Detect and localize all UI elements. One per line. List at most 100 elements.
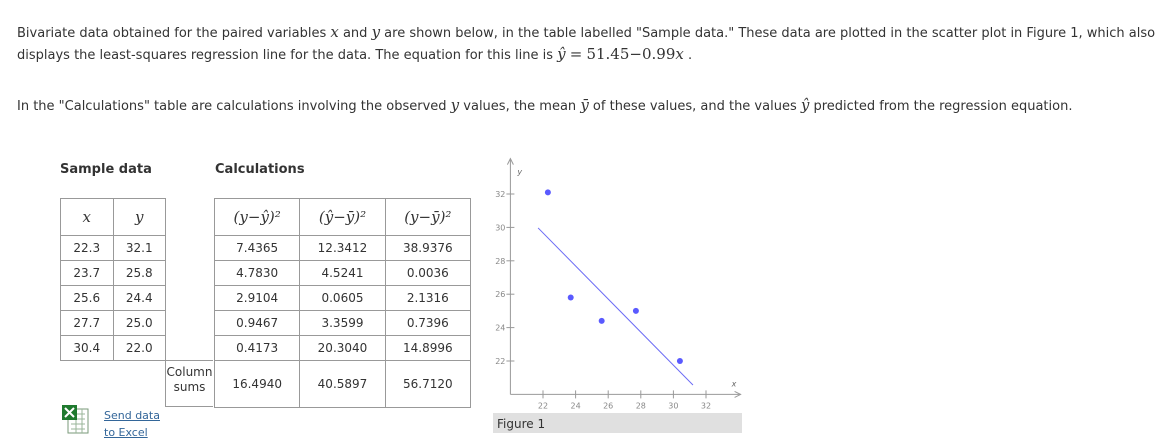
y-axis-label: y: [516, 168, 522, 177]
sum-cell: 40.5897: [299, 360, 386, 408]
math: y: [450, 96, 460, 114]
text: In the "Calculations" table are calculat…: [17, 99, 451, 114]
caption-bar: [493, 413, 742, 433]
data-point: [676, 358, 683, 364]
sums-row: 16.4940 40.5897 56.7120: [213, 360, 472, 408]
math: −: [629, 45, 642, 63]
cell: 7.4365: [213, 235, 301, 261]
math: x: [675, 45, 684, 63]
cell: 0.0036: [384, 260, 472, 286]
sum-cell: 56.7120: [384, 360, 472, 408]
row: 0.9467 3.3599 0.7396: [213, 310, 472, 336]
cell: 0.7396: [384, 310, 472, 336]
text: are shown below, in the table labelled "…: [17, 26, 1156, 63]
cell: 12.3412: [299, 235, 386, 261]
text: .: [683, 48, 693, 63]
math: 0.99: [641, 45, 676, 63]
cell: 2.1316: [384, 285, 472, 311]
y-tick-label: 30: [495, 223, 505, 232]
row: 25.6 24.4: [60, 285, 166, 311]
math: x: [330, 23, 339, 41]
row: 4.7830 4.5241 0.0036: [213, 260, 472, 286]
data-point: [567, 294, 574, 301]
cell: 30.4: [60, 335, 114, 361]
cell: 0.9467: [213, 310, 301, 336]
figure-caption: Figure 1: [497, 417, 545, 431]
cell: 25.8: [112, 260, 166, 286]
row: 27.7 25.0: [60, 310, 166, 336]
calc-table: (y−ŷ)² (ŷ−ȳ)² (y−ȳ)² 7.4365 12.3412 38.9376 4.…: [213, 198, 472, 408]
data-point: [598, 317, 605, 324]
regression-line: [537, 227, 694, 386]
math: 51.45: [586, 45, 630, 63]
sums-label: Column sums: [165, 360, 213, 407]
intro-paragraph: Bivariate data obtained for the paired v…: [17, 22, 1157, 66]
math: ŷ: [800, 96, 810, 114]
cell: 24.4: [112, 285, 166, 311]
cell: 32.1: [112, 235, 166, 261]
text: predicted from the regression equation.: [809, 99, 1073, 114]
text: of these values, and the values: [588, 99, 801, 114]
math: ŷ: [557, 45, 566, 63]
cell: 22.0: [112, 335, 166, 361]
text: and: [338, 26, 372, 41]
row: 0.4173 20.3040 14.8996: [213, 335, 472, 361]
header-cell: (y−ŷ)²: [213, 198, 301, 236]
row: 7.4365 12.3412 38.9376: [213, 235, 472, 261]
math: y: [371, 23, 381, 41]
y-tick-label: 32: [495, 190, 505, 199]
x-tick-label: 28: [636, 401, 646, 410]
row: 2.9104 0.0605 2.1316: [213, 285, 472, 311]
sample-table: x y 22.3 32.1 23.7 25.8 25.6 24.4 27.7 25.0 30.4 22…: [60, 198, 166, 361]
y-tick-label: 24: [495, 324, 505, 333]
row: 22.3 32.1: [60, 235, 166, 261]
cell: 2.9104: [213, 285, 301, 311]
calc-paragraph: In the "Calculations" table are calculat…: [17, 95, 1157, 117]
header-cell: y: [112, 198, 166, 236]
excel-link[interactable]: Send data to Excel: [104, 409, 160, 439]
header-cell: (y−ȳ)²: [384, 198, 472, 236]
x-tick-label: 26: [603, 401, 613, 410]
cell: 4.5241: [299, 260, 386, 286]
cell: 4.7830: [213, 260, 301, 286]
cell: 25.6: [60, 285, 114, 311]
text: values, the mean: [459, 99, 581, 114]
y-tick-label: 28: [495, 257, 505, 266]
cell: 0.4173: [213, 335, 301, 361]
cell: 14.8996: [384, 335, 472, 361]
x-arrow: [734, 390, 742, 398]
x-tick-label: 24: [571, 401, 581, 410]
row: 30.4 22.0: [60, 335, 166, 361]
cell: 3.3599: [299, 310, 386, 336]
cell: 25.0: [112, 310, 166, 336]
data-point: [632, 307, 639, 314]
cell: 0.0605: [299, 285, 386, 311]
y-tick-label: 22: [495, 357, 505, 366]
cell: 27.7: [60, 310, 114, 336]
y-arrow: [506, 157, 514, 165]
header-row: (y−ŷ)² (ŷ−ȳ)² (y−ȳ)²: [213, 198, 472, 236]
y-tick-label: 26: [495, 290, 505, 299]
cell: 22.3: [60, 235, 114, 261]
x-axis-label: x: [731, 379, 737, 388]
scatter-plot: x y 22 24 26 28 30 32 22 24 26 28 30 32 Figure 1: [493, 157, 742, 433]
math: ȳ: [580, 96, 589, 114]
cell: 38.9376: [384, 235, 472, 261]
x-tick-label: 22: [538, 401, 548, 410]
row: 23.7 25.8: [60, 260, 166, 286]
sample-title: Sample data: [60, 162, 152, 177]
cell: 23.7: [60, 260, 114, 286]
sum-cell: 16.4940: [213, 360, 301, 408]
x-tick-label: 30: [668, 401, 678, 410]
excel-icon[interactable]: [62, 405, 90, 435]
header-cell: x: [60, 198, 114, 236]
text: Bivariate data obtained for the paired v…: [17, 26, 331, 41]
calc-title: Calculations: [215, 162, 305, 177]
x-tick-label: 32: [701, 401, 711, 410]
cell: 20.3040: [299, 335, 386, 361]
header-cell: (ŷ−ȳ)²: [299, 198, 386, 236]
math: =: [569, 45, 583, 63]
data-point: [544, 189, 551, 196]
